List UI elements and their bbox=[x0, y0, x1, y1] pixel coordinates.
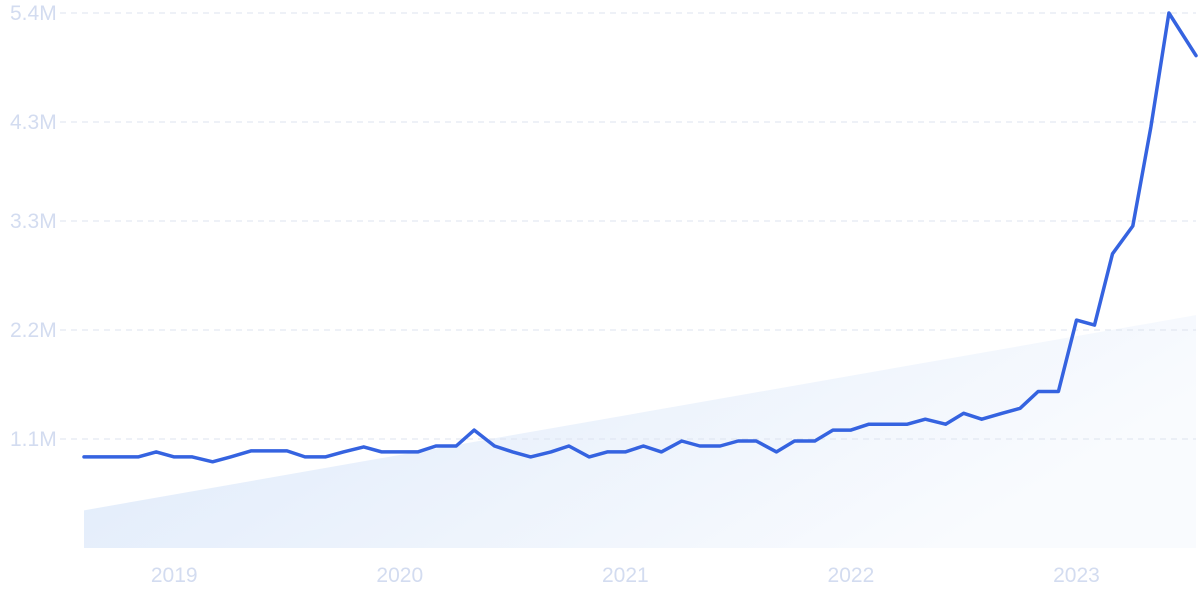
y-tick-label: 4.3M bbox=[10, 111, 57, 134]
y-tick-label: 5.4M bbox=[10, 2, 57, 25]
series-line bbox=[82, 11, 1198, 464]
trend-area bbox=[84, 315, 1196, 548]
x-tick-label: 2019 bbox=[151, 564, 198, 587]
y-tick-label: 1.1M bbox=[10, 428, 57, 451]
x-tick-label: 2021 bbox=[602, 564, 649, 587]
x-tick-label: 2022 bbox=[828, 564, 875, 587]
y-tick-label: 3.3M bbox=[10, 210, 57, 233]
y-tick-label: 2.2M bbox=[10, 319, 57, 342]
x-tick-label: 2020 bbox=[376, 564, 423, 587]
x-tick-label: 2023 bbox=[1053, 564, 1100, 587]
